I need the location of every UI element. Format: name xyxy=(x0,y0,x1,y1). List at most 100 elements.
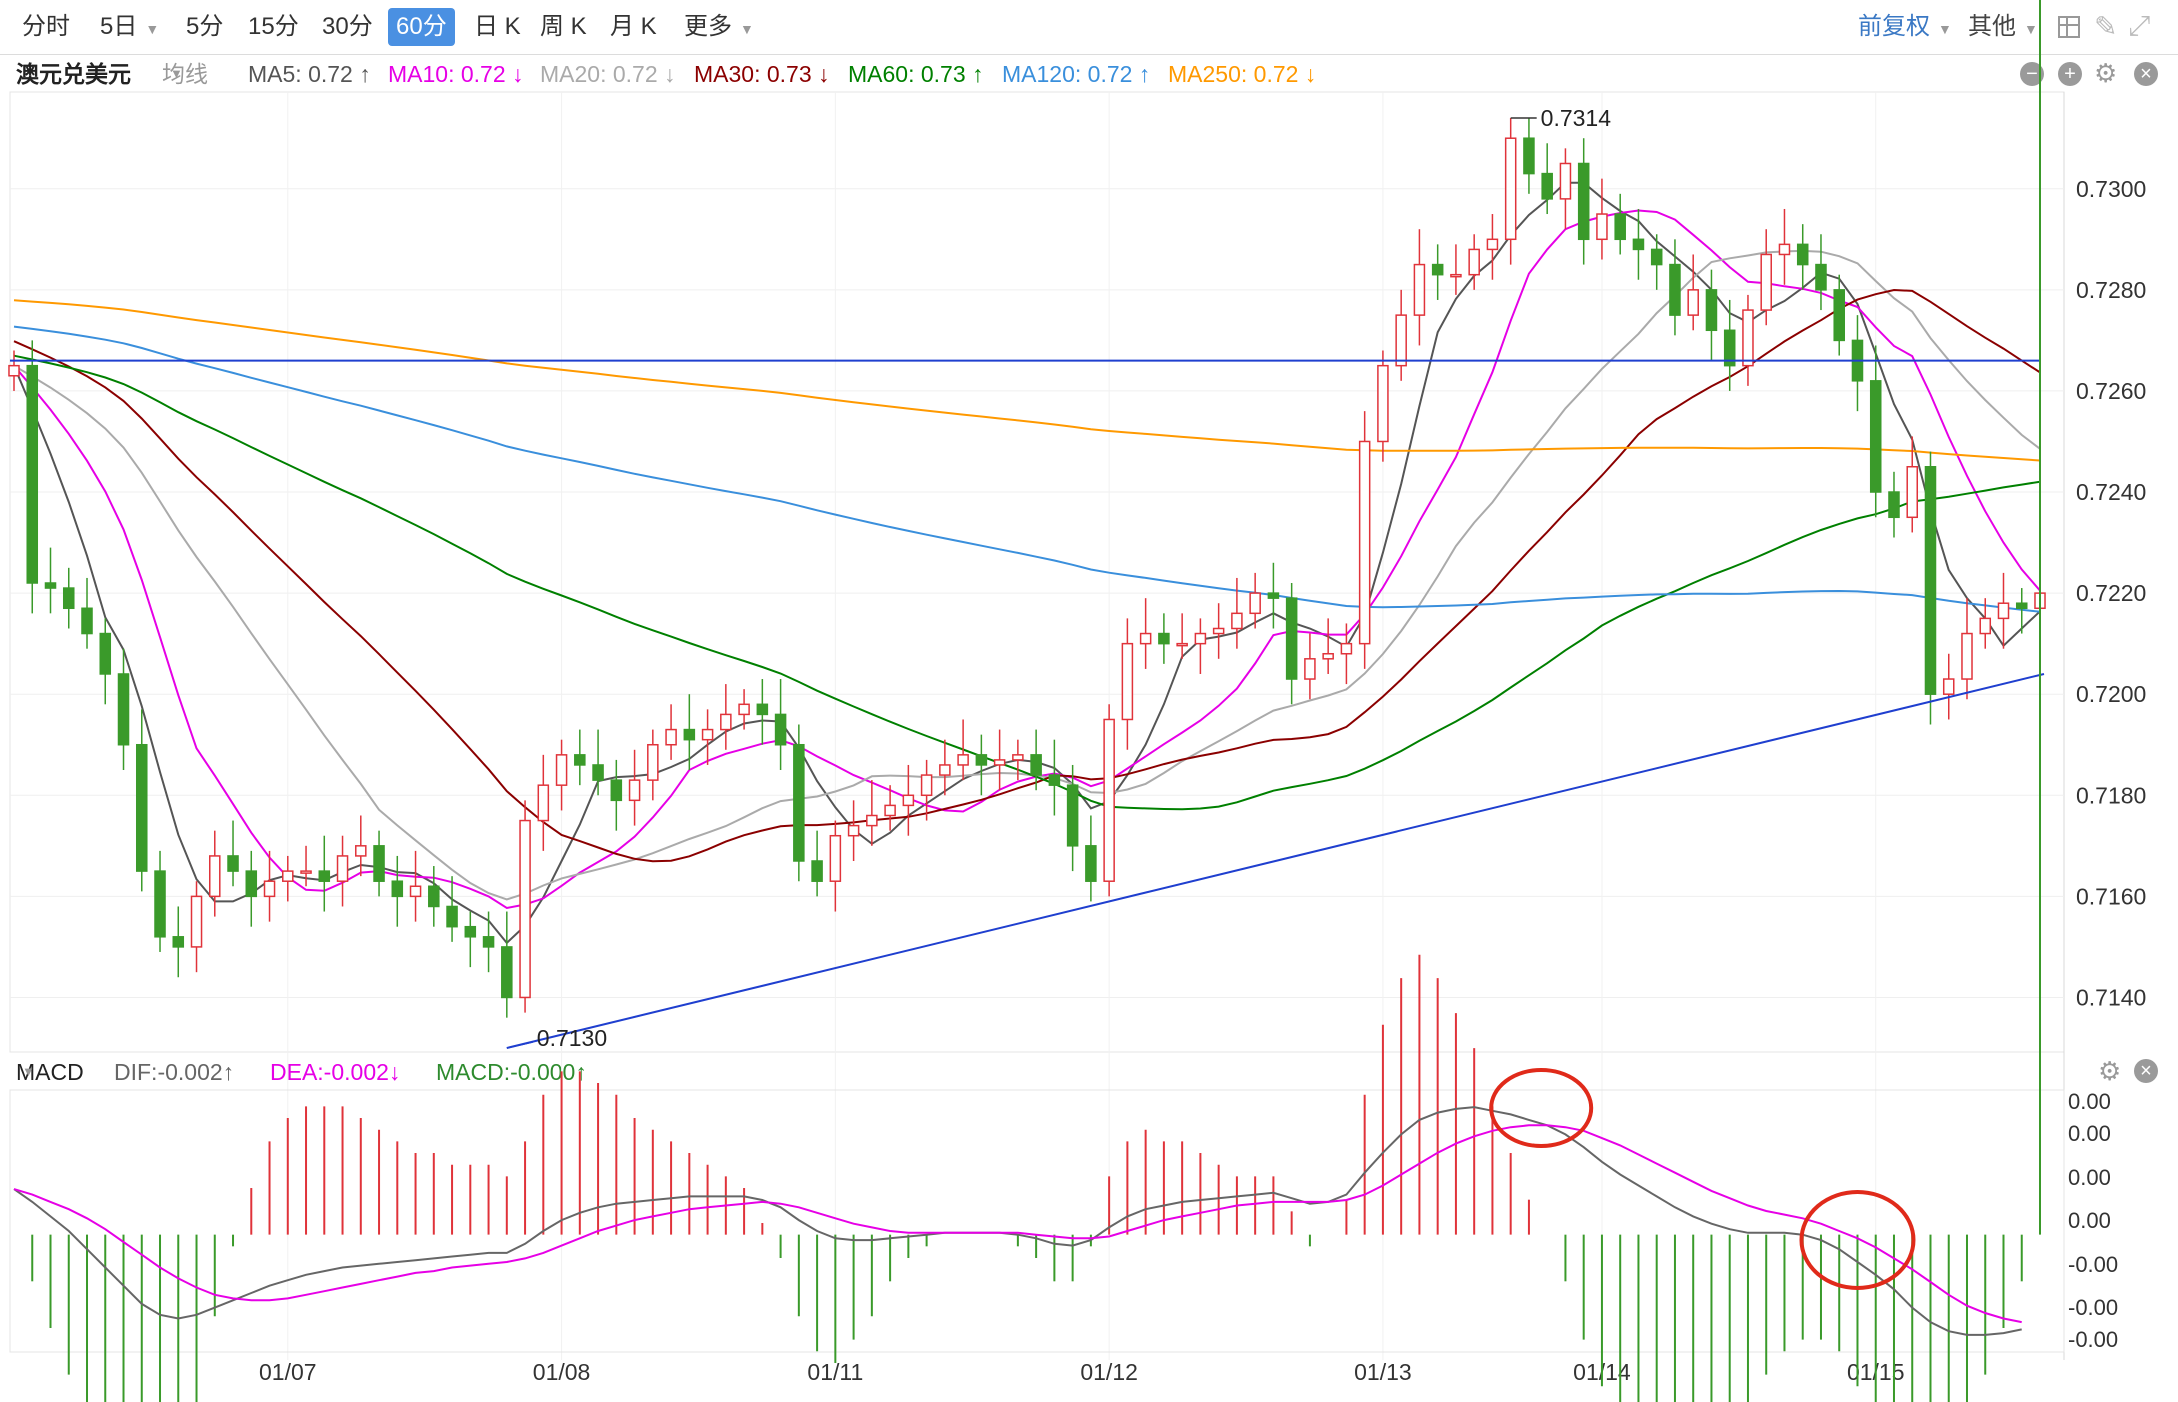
tab-label: 15分 xyxy=(248,13,299,40)
tab-9[interactable]: 更多 ▼ xyxy=(680,8,758,46)
chevron-down-icon: ▼ xyxy=(2024,21,2038,37)
tab-5[interactable]: 60分 xyxy=(388,8,455,46)
candle-body xyxy=(1888,491,1900,519)
macd-y-tick: 0.00 xyxy=(2068,1165,2111,1190)
candle-body xyxy=(1322,653,1334,660)
candle-body xyxy=(1358,440,1371,645)
candle-body xyxy=(263,880,276,898)
candle-body xyxy=(1139,632,1152,645)
chevron-down-icon: ▼ xyxy=(170,66,183,81)
macd-title: MACD xyxy=(16,1059,84,1085)
candle-body xyxy=(1778,243,1791,256)
close-icon[interactable]: × xyxy=(2134,1059,2158,1083)
y-tick-label: 0.7220 xyxy=(2076,580,2146,606)
zoom-in-icon[interactable]: + xyxy=(2058,62,2082,86)
adjust-dropdown[interactable]: 前复权 ▼ xyxy=(1858,8,1952,46)
ma-line-20 xyxy=(13,249,2041,901)
candle-body xyxy=(1559,162,1572,200)
candle-body xyxy=(81,607,93,635)
candle-body xyxy=(1504,137,1517,241)
candle-body xyxy=(866,814,878,827)
candle-body xyxy=(884,804,896,817)
tab-label: 5分 xyxy=(186,13,224,40)
tab-label: 日 K xyxy=(474,13,521,40)
tab-label: 30分 xyxy=(322,13,373,40)
chevron-down-icon: ▼ xyxy=(22,1064,35,1079)
candle-body xyxy=(1742,309,1754,367)
grid-icon[interactable] xyxy=(2058,16,2080,38)
candle-body xyxy=(1468,248,1480,276)
other-dropdown[interactable]: 其他 ▼ xyxy=(1968,8,2038,46)
x-tick-label: 01/08 xyxy=(533,1359,591,1385)
y-tick-label: 0.7180 xyxy=(2076,782,2146,808)
candle-body xyxy=(1723,329,1736,367)
candle-body xyxy=(1541,172,1553,200)
candle-body xyxy=(1431,263,1444,276)
candle-body xyxy=(1687,289,1699,316)
gear-icon[interactable]: ⚙ xyxy=(2098,1056,2122,1086)
annotation-ellipse xyxy=(1799,1190,1916,1290)
macd-y-tick: 0.00 xyxy=(2068,1208,2111,1233)
fullscreen-icon[interactable]: ⤢ xyxy=(2128,10,2151,41)
ma-legend-item: MA120: 0.72 ↑ xyxy=(1002,61,1151,87)
tab-1[interactable]: 5日 ▼ xyxy=(96,8,163,46)
candle-body xyxy=(446,905,458,928)
candle-body xyxy=(1377,364,1389,443)
candle-body xyxy=(154,870,166,938)
chevron-down-icon: ▼ xyxy=(145,21,160,37)
candle-body xyxy=(902,794,915,807)
candle-body xyxy=(574,754,586,766)
candle-body xyxy=(683,728,696,741)
candle-body xyxy=(355,845,367,857)
macd-y-tick: -0.00 xyxy=(2068,1295,2118,1320)
tab-6[interactable]: 日 K xyxy=(470,8,525,46)
candle-body xyxy=(1413,263,1426,316)
tab-label: 5日 xyxy=(100,13,138,40)
low-pointer xyxy=(506,1041,533,1049)
annotation-ellipse xyxy=(1489,1068,1594,1148)
candle-body xyxy=(1796,243,1809,266)
candle-body xyxy=(993,759,1006,766)
candle-body xyxy=(209,855,221,898)
tab-0[interactable]: 分时 xyxy=(18,8,74,46)
y-tick-label: 0.7300 xyxy=(2076,176,2146,202)
candle-body xyxy=(1760,253,1772,311)
candle-body xyxy=(1924,466,1937,695)
candle-body xyxy=(227,855,239,872)
ma-legend-item: MA5: 0.72 ↑ xyxy=(248,61,371,87)
candle-body xyxy=(1833,289,1845,342)
candle-body xyxy=(519,819,531,999)
tab-4[interactable]: 30分 xyxy=(318,8,377,46)
candle-body xyxy=(1632,238,1645,251)
tab-label: 分时 xyxy=(22,13,70,40)
candle-body xyxy=(26,364,39,584)
dea-line xyxy=(13,1124,2022,1324)
candle-body xyxy=(1267,592,1280,599)
candle-body xyxy=(628,779,641,802)
ma-type-label: 均线 xyxy=(162,61,208,87)
candle-body xyxy=(318,870,331,882)
macd-y-tick: 0.00 xyxy=(2068,1121,2111,1146)
candle-body xyxy=(756,703,769,716)
candle-body xyxy=(1066,784,1079,847)
candle-body xyxy=(99,632,112,675)
low-label: 0.7130 xyxy=(537,1025,607,1051)
tab-3[interactable]: 15分 xyxy=(244,8,303,46)
candle-body xyxy=(373,845,385,882)
candle-body xyxy=(245,870,258,898)
close-icon[interactable]: × xyxy=(2134,62,2158,86)
tab-7[interactable]: 周 K xyxy=(536,8,591,46)
candle-body xyxy=(1249,592,1261,615)
draw-pen-icon[interactable]: ✎ xyxy=(2094,11,2118,42)
x-tick-label: 01/12 xyxy=(1080,1359,1138,1385)
tab-label: 60分 xyxy=(396,13,447,40)
tab-2[interactable]: 5分 xyxy=(182,8,227,46)
candle-body xyxy=(282,870,294,882)
candle-body xyxy=(811,860,823,882)
gear-icon[interactable]: ⚙ xyxy=(2094,58,2118,88)
candle-body xyxy=(1304,658,1316,680)
tab-8[interactable]: 月 K xyxy=(606,8,661,46)
ma-line-120 xyxy=(13,325,2041,613)
macd-y-tick: -0.00 xyxy=(2068,1327,2118,1352)
